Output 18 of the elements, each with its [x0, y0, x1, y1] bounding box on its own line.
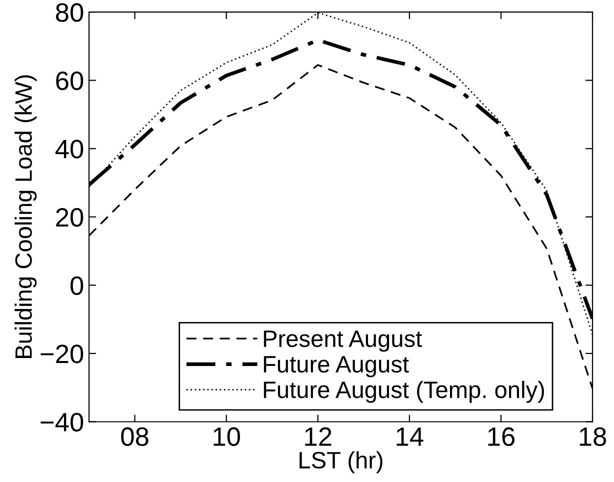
- y-tick-label: 40: [55, 140, 84, 158]
- y-axis-title: Building Cooling Load (kW): [14, 75, 37, 358]
- legend-label: Present August: [264, 330, 422, 352]
- x-tick-label: 10: [214, 427, 240, 446]
- y-tick-label: −40: [40, 412, 84, 432]
- x-axis-title: LST (hr): [300, 451, 382, 474]
- y-tick-label: −20: [40, 344, 84, 364]
- x-tick-label: 18: [580, 427, 606, 446]
- x-tick-label: 12: [305, 427, 332, 446]
- legend-label: Future August: [264, 356, 409, 378]
- x-tick-label: 08: [121, 427, 148, 446]
- y-tick-label: 20: [56, 208, 84, 227]
- legend-label: Future August (Temp. only): [264, 380, 544, 403]
- x-tick-label: 14: [396, 428, 424, 446]
- y-tick-label: 80: [56, 3, 84, 22]
- y-tick-label: 60: [56, 71, 84, 90]
- x-tick-label: 16: [488, 427, 514, 446]
- y-tick-label: 0: [70, 276, 84, 296]
